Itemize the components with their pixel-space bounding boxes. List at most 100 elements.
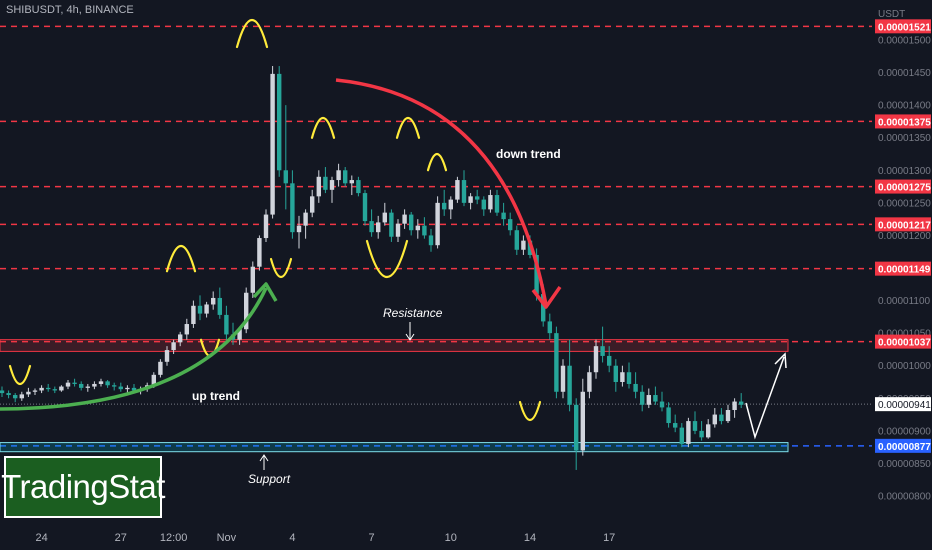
annotation-up-trend: up trend xyxy=(192,389,240,403)
candle xyxy=(686,417,691,448)
candle xyxy=(501,202,506,226)
candle-body xyxy=(244,292,249,330)
projection-arrowhead xyxy=(774,352,787,369)
candle-body xyxy=(725,410,731,422)
candle-body xyxy=(712,414,717,425)
candle-body xyxy=(0,390,5,394)
candle xyxy=(178,331,183,347)
candle xyxy=(92,381,97,390)
price-zones xyxy=(0,339,789,453)
candle-body xyxy=(587,372,592,392)
candle xyxy=(59,385,64,392)
price-level-label: 0.00001375 xyxy=(878,117,931,128)
candle-body xyxy=(6,393,11,396)
candle-body xyxy=(428,235,434,246)
candle-body xyxy=(72,382,77,384)
candle-body xyxy=(468,196,473,203)
candle-body xyxy=(673,423,678,428)
candle xyxy=(211,291,216,310)
candle-body xyxy=(620,372,625,382)
candle xyxy=(587,365,592,399)
current-price-badge xyxy=(875,397,931,412)
logo: TradingStat xyxy=(1,456,165,518)
candle xyxy=(488,189,493,213)
price-level-badge xyxy=(875,438,931,453)
candle xyxy=(303,209,308,239)
candle xyxy=(356,176,361,197)
price-tick-label: 0.00001100 xyxy=(878,296,931,307)
trend-drawings: up trend down trend Resistance Support xyxy=(0,18,787,486)
time-tick-label: 14 xyxy=(524,532,536,544)
candle xyxy=(224,305,229,340)
candle xyxy=(428,228,434,252)
horizontal-levels xyxy=(0,25,872,447)
candle xyxy=(382,202,387,226)
annotation-support: Support xyxy=(248,472,291,486)
current-price-label: 0.00000941 xyxy=(878,400,931,411)
candle xyxy=(560,359,566,399)
candle-body xyxy=(442,202,447,210)
candle xyxy=(673,414,678,433)
price-level-label: 0.00001037 xyxy=(878,338,931,349)
candle xyxy=(620,365,625,387)
candle xyxy=(580,378,585,456)
candle xyxy=(481,196,486,216)
candle xyxy=(600,326,605,363)
candle-body xyxy=(534,254,539,295)
candle xyxy=(65,380,71,390)
candle xyxy=(32,388,38,396)
candle-body xyxy=(488,195,493,210)
candle-body xyxy=(118,386,123,390)
candle-body xyxy=(323,176,328,190)
candle-body xyxy=(356,180,361,194)
trough-marker xyxy=(365,239,409,279)
candle-body xyxy=(277,73,282,171)
candle xyxy=(52,386,57,394)
price-level-badge xyxy=(875,217,931,232)
symbol-title[interactable]: SHIBUSDT, 4h, BINANCE xyxy=(6,4,134,16)
candle xyxy=(442,189,447,216)
candle-body xyxy=(32,390,38,392)
candle-body xyxy=(85,386,90,388)
candle-body xyxy=(105,381,110,386)
annotation-down-trend: down trend xyxy=(496,147,561,161)
trough-marker xyxy=(269,257,293,279)
candle xyxy=(468,193,473,210)
candle-body xyxy=(151,374,156,386)
candle-body xyxy=(686,421,691,444)
resistance-zone xyxy=(0,339,789,352)
candle xyxy=(692,411,698,435)
candle-body xyxy=(646,395,651,405)
candle xyxy=(455,176,460,203)
candle-body xyxy=(46,387,51,390)
candle-body xyxy=(666,407,671,424)
candle xyxy=(343,167,348,187)
candle xyxy=(118,382,123,392)
candle-body xyxy=(184,324,189,335)
candle-body xyxy=(574,404,579,451)
price-tick-label: 0.00001400 xyxy=(878,101,931,112)
candle xyxy=(567,339,572,412)
candle-body xyxy=(336,170,341,181)
price-axis: USDT 0.00001500 0.00001450 0.00001400 0.0000… xyxy=(872,0,932,550)
candle xyxy=(46,383,51,392)
candle xyxy=(508,212,513,236)
price-tick-label: 0.00000900 xyxy=(878,426,931,437)
price-level-badge xyxy=(875,179,931,194)
price-level-label: 0.00001521 xyxy=(878,22,931,33)
support-zone xyxy=(0,442,789,453)
candle-body xyxy=(692,421,698,431)
candle-body xyxy=(164,350,170,362)
candle xyxy=(640,385,645,412)
candle-body xyxy=(290,183,295,233)
candle xyxy=(376,215,381,239)
candle-body xyxy=(461,180,467,203)
candle xyxy=(732,398,737,418)
candle xyxy=(316,170,321,203)
candle xyxy=(349,175,354,196)
candle xyxy=(270,66,275,219)
candle-body xyxy=(395,223,401,237)
candle-body xyxy=(310,196,315,213)
